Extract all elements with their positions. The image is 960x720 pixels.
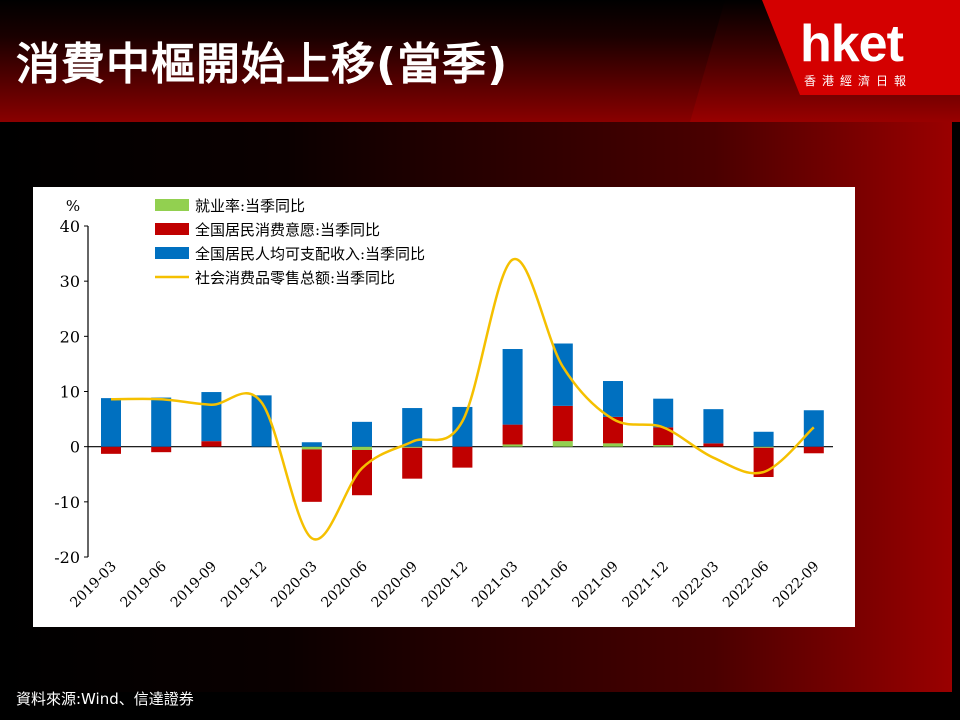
y-unit-label: % (66, 197, 80, 215)
y-tick-label: 40 (60, 217, 80, 236)
bar (352, 449, 372, 496)
chart-container: 40 30 20 10 0 -10 -20% 2019-03 2019-06 2019-09 201… (33, 187, 855, 627)
x-tick-label: 2019-09 (168, 559, 220, 611)
bar (151, 446, 172, 453)
bar (301, 449, 322, 502)
bar (352, 421, 372, 447)
bar (251, 395, 272, 447)
bar (703, 409, 724, 444)
legend-label: 全国居民消费意愿:当季同比 (195, 221, 380, 239)
bar (552, 405, 573, 442)
bar (402, 408, 423, 447)
bar (803, 446, 824, 454)
bar (653, 398, 674, 428)
x-tick-label: 2021-03 (469, 559, 521, 611)
legend-label: 就业率:当季同比 (195, 197, 305, 215)
bar (402, 447, 423, 479)
bar (201, 441, 222, 447)
bar (201, 392, 222, 442)
bar (101, 398, 121, 447)
x-tick-label: 2022-06 (720, 558, 773, 611)
logo-subtitle: 香港經濟日報 (804, 74, 913, 88)
y-tick-label: 0 (70, 438, 80, 457)
bar (753, 446, 774, 448)
legend-label: 社会消费品零售总额:当季同比 (195, 269, 395, 287)
x-tick-label: 2020-09 (369, 559, 421, 611)
y-tick-label: 20 (60, 327, 80, 346)
bar (452, 446, 473, 468)
x-tick-label: 2021-12 (620, 559, 672, 611)
x-tick-label: 2019-06 (118, 558, 171, 611)
bar (603, 416, 623, 444)
bar (502, 349, 523, 425)
bar (502, 424, 523, 445)
bar (301, 442, 322, 447)
x-tick-label: 2020-12 (419, 559, 471, 611)
y-tick-label: -10 (54, 493, 80, 512)
bar (753, 431, 774, 447)
bar (101, 446, 121, 454)
logo-background (762, 0, 960, 95)
x-tick-label: 2022-03 (670, 559, 722, 611)
bar (402, 446, 423, 448)
bar (301, 446, 322, 450)
x-tick-label: 2020-03 (268, 559, 320, 611)
legend-swatch (155, 223, 189, 235)
bar (502, 444, 523, 447)
bar (703, 443, 724, 447)
x-tick-label: 2019-12 (218, 559, 270, 611)
x-tick-label: 2021-06 (519, 558, 572, 611)
page-title: 消費中樞開始上移(當季) (16, 39, 509, 90)
bar (653, 445, 674, 447)
bar (452, 406, 473, 447)
chart: 403020100-10-20%2019-032019-062019-09201… (54, 197, 833, 611)
x-tick-label: 2022-09 (770, 559, 822, 611)
bar (151, 397, 172, 447)
bar (653, 427, 674, 446)
legend-swatch (155, 247, 189, 259)
legend-swatch (155, 199, 189, 211)
bar (603, 443, 623, 447)
logo: hket (800, 15, 904, 73)
x-tick-label: 2021-09 (569, 559, 621, 611)
bar (352, 446, 372, 450)
bar (552, 441, 573, 447)
series-line-retail-sales (110, 258, 815, 541)
y-tick-label: 30 (60, 272, 80, 291)
bar (603, 381, 623, 417)
source-note: 資料來源:Wind、信達證券 (16, 690, 194, 708)
y-tick-label: 10 (60, 383, 80, 402)
y-tick-label: -20 (54, 548, 80, 567)
legend-label: 全国居民人均可支配收入:当季同比 (195, 245, 425, 263)
x-tick-label: 2020-06 (318, 558, 371, 611)
